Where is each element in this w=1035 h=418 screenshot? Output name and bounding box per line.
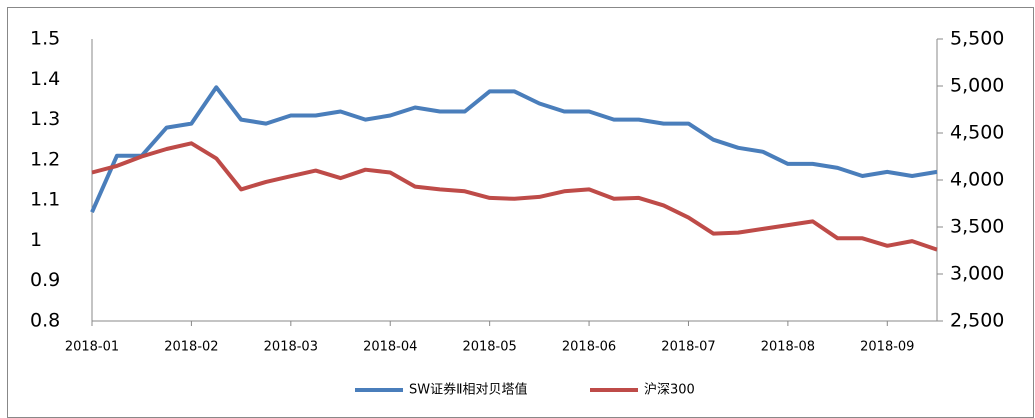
y-tick-label: 1.5 [30, 28, 60, 50]
x-tick-label: 2018-01 [65, 340, 119, 355]
y2-tick-label: 5,000 [950, 75, 1004, 97]
series-line [91, 141, 938, 252]
y-tick-label: 1 [30, 229, 42, 251]
x-tick-label: 2018-02 [164, 340, 218, 355]
y2-tick-label: 3,000 [950, 263, 1004, 285]
x-tick-label: 2018-08 [761, 340, 815, 355]
y-tick-label: 1.1 [30, 189, 60, 211]
y2-tick-label: 4,500 [950, 122, 1004, 144]
y-tick-label: 0.8 [30, 310, 60, 332]
x-tick-label: 2018-09 [860, 340, 914, 355]
x-tick-label: 2018-05 [462, 340, 516, 355]
y-tick-label: 1.2 [30, 148, 60, 170]
y2-tick-label: 3,500 [950, 216, 1004, 238]
x-tick-label: 2018-06 [562, 340, 616, 355]
x-tick-label: 2018-03 [264, 340, 318, 355]
y-tick-label: 1.3 [30, 108, 60, 130]
y2-tick-label: 2,500 [950, 310, 1004, 332]
legend-label: 沪深300 [644, 382, 695, 398]
y2-tick-label: 5,500 [950, 28, 1004, 50]
x-tick-label: 2018-04 [363, 340, 417, 355]
y-tick-label: 0.9 [30, 269, 60, 291]
y-tick-label: 1.4 [30, 68, 60, 90]
x-tick-label: 2018-07 [661, 340, 715, 355]
y2-tick-label: 4,000 [950, 169, 1004, 191]
legend-label: SW证券Ⅱ相对贝塔值 [409, 382, 528, 398]
series-line [90, 85, 938, 214]
frame [7, 7, 1034, 418]
